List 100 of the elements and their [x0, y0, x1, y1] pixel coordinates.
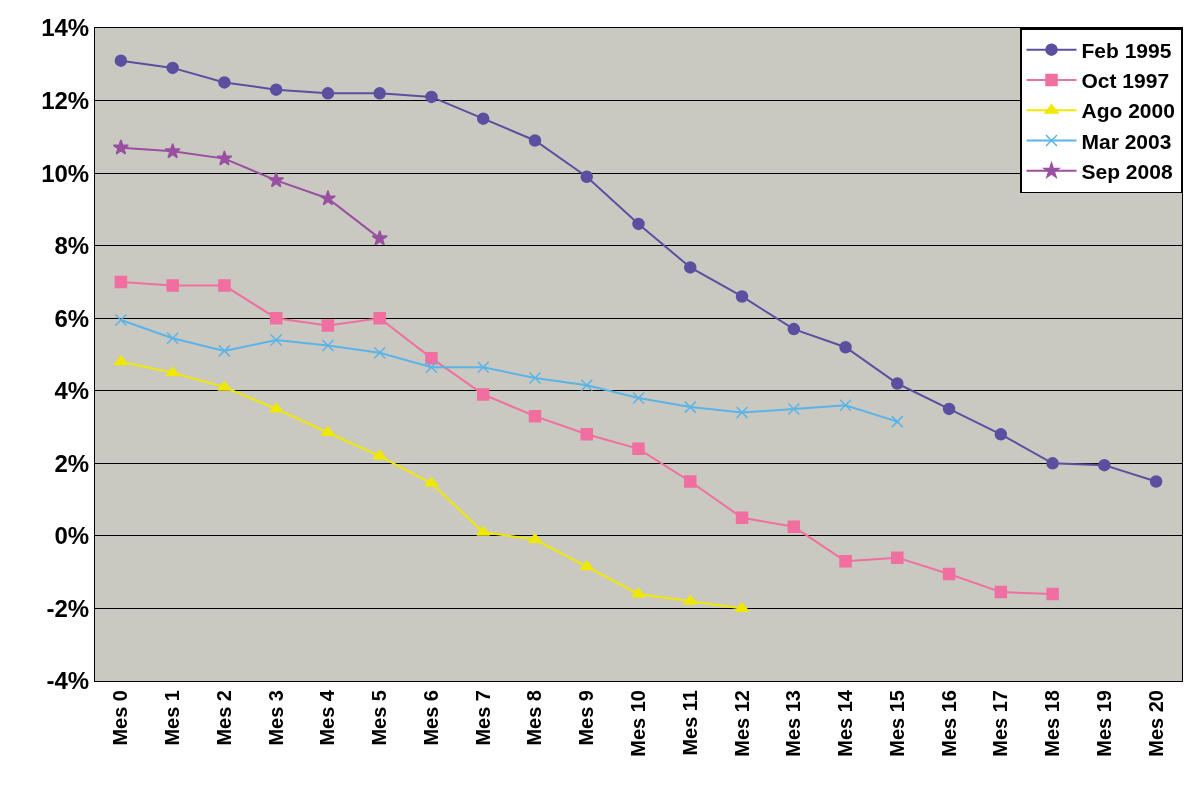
x-tick-label: Mes 16 [937, 690, 960, 757]
point [528, 409, 542, 423]
point [425, 351, 438, 365]
point [528, 134, 542, 147]
point [425, 360, 438, 374]
legend-label: Oct 1997 [1081, 69, 1170, 93]
point [891, 377, 904, 390]
point [891, 415, 904, 428]
point [994, 585, 1008, 599]
point [528, 371, 542, 385]
point [373, 311, 386, 325]
x-tick-label: Mes 5 [368, 690, 391, 746]
point [114, 54, 128, 67]
point [735, 511, 749, 524]
x-tick-label: Mes 13 [782, 690, 805, 757]
point [218, 76, 231, 89]
point [218, 279, 231, 292]
point [476, 112, 490, 125]
point [580, 379, 593, 392]
point [166, 279, 179, 292]
point [787, 520, 801, 534]
point [425, 90, 438, 104]
legend-label: Mar 2003 [1081, 129, 1172, 153]
x-tick-label: Mes 7 [471, 690, 494, 746]
point [269, 311, 283, 325]
point [113, 355, 128, 366]
point [735, 406, 749, 419]
point [269, 83, 283, 96]
point [269, 402, 284, 413]
x-tick-label: Mes 15 [885, 690, 908, 757]
point [684, 400, 697, 414]
x-tick-label: Mes 11 [678, 690, 701, 756]
point [1149, 475, 1163, 488]
x-tick-label: Mes 12 [730, 690, 753, 757]
point [164, 142, 181, 159]
y-tick-label: 8% [54, 232, 90, 260]
point [321, 87, 335, 100]
point [476, 360, 490, 374]
point [735, 290, 749, 303]
point [839, 399, 852, 412]
point [684, 261, 697, 274]
point [632, 391, 645, 405]
point [373, 346, 386, 359]
legend-label: Ago 2000 [1081, 99, 1175, 123]
point [787, 402, 801, 416]
point [166, 61, 179, 75]
point [787, 322, 801, 336]
point [579, 560, 594, 571]
y-tick-label: -2% [46, 594, 90, 622]
point [166, 331, 179, 345]
x-tick-label: Mes 19 [1092, 690, 1115, 757]
point [580, 428, 593, 441]
point [839, 340, 852, 354]
y-tick-label: 14% [41, 14, 90, 42]
x-tick-label: Mes 6 [419, 690, 442, 746]
y-tick-label: 6% [54, 304, 90, 332]
point [269, 333, 283, 347]
point [1046, 457, 1059, 470]
point [891, 551, 904, 564]
x-tick-label: Mes 2 [212, 690, 235, 746]
y-tick-label: 12% [41, 86, 90, 114]
x-tick-label: Mes 0 [109, 690, 132, 746]
x-tick-label: Mes 20 [1144, 690, 1167, 757]
x-tick-label: Mes 4 [316, 689, 339, 746]
point [1098, 458, 1111, 472]
point [114, 313, 128, 327]
y-tick-label: -4% [46, 667, 90, 695]
x-tick-label: Mes 1 [161, 690, 184, 746]
point [321, 339, 335, 352]
point [839, 555, 852, 568]
point [1046, 587, 1059, 601]
point [372, 449, 387, 460]
point [632, 442, 645, 456]
point [476, 388, 490, 401]
point [218, 344, 231, 358]
point [112, 139, 129, 155]
point [994, 428, 1008, 441]
point [268, 171, 285, 188]
point [371, 229, 388, 246]
point [942, 567, 956, 581]
y-tick-label: 10% [41, 159, 90, 187]
point [632, 217, 645, 231]
point [684, 475, 697, 488]
point [373, 87, 386, 100]
y-tick-label: 2% [54, 449, 90, 477]
x-tick-label: Mes 10 [627, 690, 649, 757]
point [216, 150, 233, 166]
point [580, 170, 593, 183]
y-tick-label: 4% [54, 377, 90, 405]
x-tick-label: Mes 17 [989, 690, 1012, 757]
x-tick-label: Mes 18 [1041, 690, 1064, 757]
point [217, 380, 232, 391]
x-tick-label: Mes 14 [834, 689, 857, 757]
point [319, 190, 336, 206]
point [321, 319, 335, 332]
x-tick-label: Mes 8 [523, 690, 546, 746]
legend-label: Sep 2008 [1081, 160, 1173, 184]
x-tick-label: Mes 9 [575, 690, 598, 746]
point [683, 594, 698, 605]
point [165, 366, 180, 377]
